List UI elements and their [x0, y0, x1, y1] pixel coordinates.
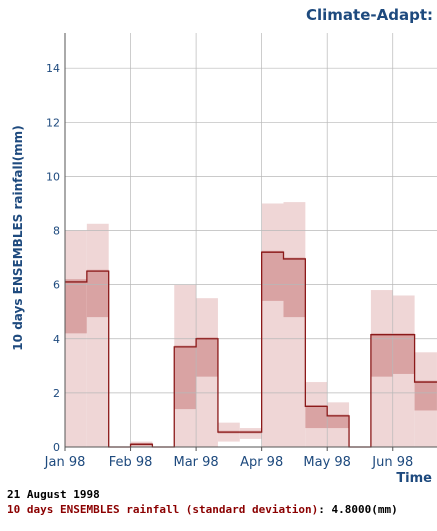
x-tick-label: May 98	[303, 455, 351, 470]
x-tick-label: Feb 98	[109, 455, 153, 470]
y-tick-label: 14	[46, 62, 60, 75]
bands-layer	[65, 202, 437, 447]
x-tick-label: Apr 98	[240, 455, 283, 470]
range-band	[283, 202, 306, 447]
footer-separator: :	[318, 503, 325, 516]
y-tick-label: 2	[53, 387, 60, 400]
chart-title: Climate-Adapt:	[306, 6, 433, 24]
y-tick-label: 12	[46, 116, 60, 129]
y-tick-label: 6	[53, 279, 60, 292]
y-axis-title: 10 days ENSEMBLES rainfall(mm)	[11, 125, 25, 350]
x-tick-label: Jan 98	[44, 455, 86, 470]
x-tick-label: Mar 98	[173, 455, 218, 470]
footer-value-line: 10 days ENSEMBLES rainfall (standard dev…	[7, 503, 398, 516]
sd-band	[327, 414, 350, 429]
sd-band	[370, 333, 393, 377]
sd-band	[86, 269, 109, 318]
axes-layer	[64, 33, 437, 451]
footer-value-label: 10 days ENSEMBLES rainfall (standard dev…	[7, 503, 319, 516]
labels-layer: 0 2 4 6 8 10 12 14 Jan 98 Feb 98 Mar 98 Apr 98 May 9…	[11, 62, 432, 485]
sd-band	[414, 380, 437, 411]
mean-series-line	[65, 251, 437, 448]
x-axis-title: Time	[396, 471, 432, 485]
footer-value: 4.8000(mm)	[331, 503, 398, 516]
y-tick-label: 0	[53, 441, 60, 454]
sd-band	[174, 345, 197, 410]
range-band	[86, 223, 109, 447]
footer-date: 21 August 1998	[7, 488, 100, 501]
y-tick-label: 8	[53, 225, 60, 238]
y-tick-label: 4	[53, 333, 60, 346]
sd-band	[283, 257, 306, 318]
rainfall-chart: 0 2 4 6 8 10 12 14 Jan 98 Feb 98 Mar 98 Apr 98 May 9…	[11, 33, 437, 485]
sd-band	[305, 405, 328, 429]
y-tick-label: 10	[46, 170, 60, 183]
sd-band	[392, 333, 415, 374]
sd-band	[65, 279, 87, 334]
mean-step-layer	[65, 251, 437, 448]
range-band	[261, 203, 284, 447]
x-tick-label: Jun 98	[371, 455, 413, 470]
sd-band	[261, 250, 284, 301]
sd-band	[196, 337, 218, 377]
